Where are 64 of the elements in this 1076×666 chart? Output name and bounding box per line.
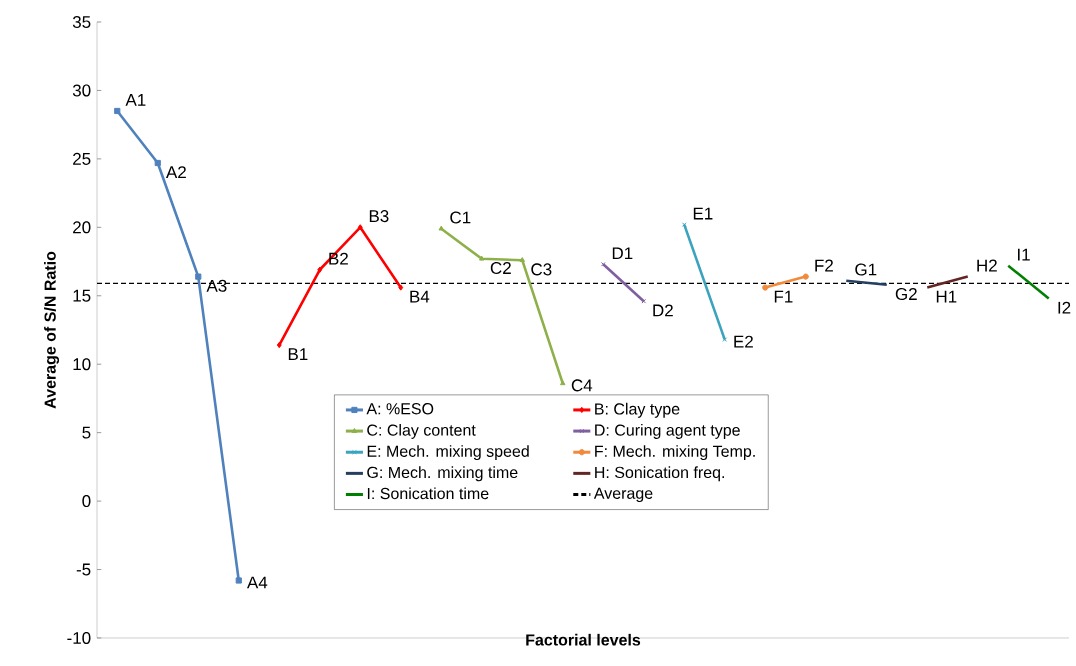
point (681, 222, 687, 227)
point (519, 257, 526, 262)
y-tick-label: 0 (82, 495, 91, 508)
y-tick-label: -10 (67, 631, 91, 645)
legend-label: F: Mech. mixing Temp. (595, 445, 755, 461)
legend-label: B: Clay type (595, 402, 680, 418)
y-tick-label: 10 (73, 358, 91, 371)
point (600, 261, 606, 267)
legend-label: G: Mech. mixing time (367, 466, 518, 482)
y-tick-label: 20 (73, 221, 91, 234)
data-label: A4 (246, 576, 268, 589)
point (802, 273, 809, 280)
point (479, 255, 485, 261)
y-tick-label: 5 (82, 426, 91, 439)
point (722, 337, 728, 342)
data-label: A3 (206, 279, 227, 292)
legend-label: A: %ESO (366, 403, 434, 415)
legend-label: H: Sonication freq. (595, 466, 724, 482)
data-label: F1 (774, 290, 793, 303)
data-label: H1 (936, 290, 957, 303)
point (357, 224, 363, 231)
data-label: E1 (693, 207, 713, 220)
y-tick-label: 35 (72, 15, 91, 29)
y-tick-label: 30 (72, 84, 91, 97)
point (438, 225, 445, 231)
legend-label: C: Clay content (367, 424, 476, 439)
data-label: G2 (895, 288, 917, 301)
data-label: B1 (288, 348, 308, 360)
data-label: H2 (977, 259, 997, 272)
point (398, 284, 404, 291)
data-label: C2 (490, 262, 511, 275)
legend-label: Average (593, 487, 653, 503)
y-tick-label: 25 (73, 152, 91, 165)
point (154, 159, 161, 167)
data-label: B4 (410, 290, 430, 303)
y-tick-label: 15 (73, 289, 91, 302)
data-label: I1 (1018, 248, 1030, 261)
point (195, 273, 202, 280)
data-label: C4 (571, 379, 593, 392)
legend-label: E: Mech. mixing speed (367, 445, 529, 461)
data-label: C1 (450, 211, 471, 224)
data-label: I2 (1058, 301, 1071, 314)
legend-label: I: Sonication time (367, 487, 489, 500)
point (114, 107, 121, 115)
y-axis-title: Average of S/N Ratio (44, 251, 60, 409)
point (641, 298, 647, 304)
point (560, 380, 566, 386)
legend-label: D: Curing agent type (595, 424, 740, 439)
point (276, 341, 282, 349)
point (235, 577, 242, 584)
data-label: F2 (815, 259, 833, 272)
data-label: A1 (125, 94, 146, 106)
data-label: D2 (653, 304, 673, 317)
data-label: B2 (329, 252, 348, 265)
point (762, 284, 769, 291)
point (317, 266, 323, 273)
data-label: D1 (612, 247, 633, 260)
data-label: A2 (165, 166, 186, 179)
data-label: E2 (734, 335, 753, 348)
y-tick-label: -5 (76, 563, 91, 576)
data-label: G1 (855, 263, 877, 276)
data-label: C3 (531, 263, 552, 276)
x-axis-title: Factorial levels (526, 633, 641, 646)
data-label: B3 (369, 210, 389, 223)
